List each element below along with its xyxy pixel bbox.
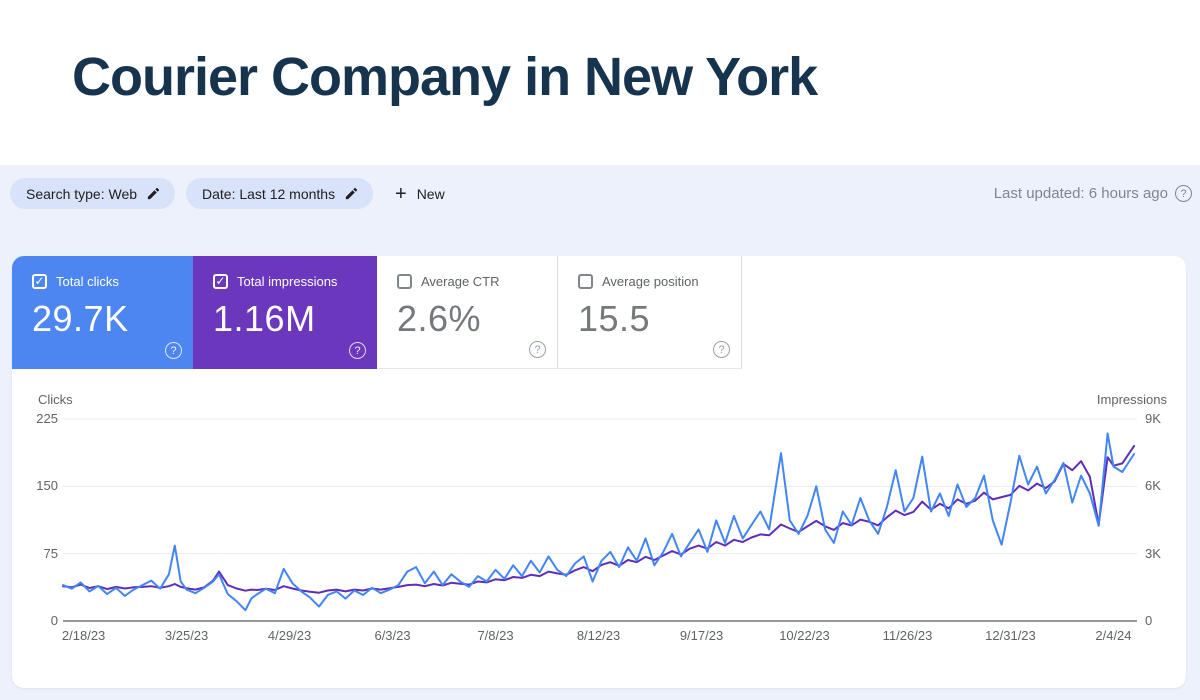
left-axis-tick: 150 <box>36 478 58 494</box>
last-updated-text: Last updated: 6 hours ago <box>993 185 1168 202</box>
edit-pencil-icon[interactable] <box>344 186 359 201</box>
right-axis-tick: 9K <box>1145 411 1161 426</box>
metric-label: Total impressions <box>237 274 338 289</box>
date-filter-chip[interactable]: Date: Last 12 months <box>186 178 374 209</box>
right-axis-tick: 3K <box>1145 545 1161 561</box>
right-axis-tick: 0 <box>1145 613 1153 628</box>
left-axis-tick: 75 <box>43 545 58 561</box>
x-axis-tick: 4/29/23 <box>267 628 312 643</box>
metric-help-icon[interactable]: ? <box>529 341 546 358</box>
metric-label: Average CTR <box>421 274 500 289</box>
last-updated-status: Last updated: 6 hours ago ? <box>994 178 1192 209</box>
page-header: Courier Company in New York <box>0 0 1200 165</box>
x-axis-tick: 9/17/23 <box>679 628 724 643</box>
metric-help-icon[interactable]: ? <box>349 342 366 359</box>
metric-value: 2.6% <box>397 298 482 339</box>
left-axis-tick: 0 <box>50 613 58 628</box>
help-question-icon[interactable]: ? <box>1175 185 1192 202</box>
new-filter-label: New <box>416 185 445 202</box>
metric-value: 29.7K <box>32 298 129 339</box>
unchecked-checkbox-icon[interactable] <box>397 274 412 289</box>
checked-checkbox-icon[interactable]: ✓ <box>213 274 228 289</box>
metric-value: 15.5 <box>578 298 651 339</box>
new-filter-button[interactable]: + New <box>395 178 445 209</box>
metric-help-icon[interactable]: ? <box>165 342 182 359</box>
search-type-filter-chip[interactable]: Search type: Web <box>10 178 176 209</box>
metric-label: Total clicks <box>56 274 119 289</box>
clicks-line-series <box>62 432 1136 612</box>
checked-checkbox-icon[interactable]: ✓ <box>32 274 47 289</box>
x-axis-tick: 2/4/24 <box>1095 628 1132 643</box>
performance-card: ✓ Total clicks 29.7K ? ✓ Total impressio… <box>12 256 1186 688</box>
average-ctr-tile[interactable]: Average CTR 2.6% ? <box>377 256 558 369</box>
plus-icon: + <box>395 182 407 205</box>
x-axis-tick: 10/22/23 <box>779 628 830 643</box>
metric-label: Average position <box>602 274 699 289</box>
right-axis-title: Impressions <box>1096 392 1167 407</box>
total-clicks-tile[interactable]: ✓ Total clicks 29.7K ? <box>12 256 193 369</box>
metric-value: 1.16M <box>213 298 316 339</box>
total-impressions-tile[interactable]: ✓ Total impressions 1.16M ? <box>193 256 377 369</box>
edit-pencil-icon[interactable] <box>146 186 161 201</box>
metric-tiles: ✓ Total clicks 29.7K ? ✓ Total impressio… <box>12 256 742 369</box>
x-axis-tick: 8/12/23 <box>576 628 621 643</box>
left-axis-title: Clicks <box>38 392 73 407</box>
x-axis-tick: 3/25/23 <box>164 628 209 643</box>
metric-help-icon[interactable]: ? <box>713 341 730 358</box>
left-axis-tick: 225 <box>36 411 58 426</box>
search-type-filter-label: Search type: Web <box>26 185 138 202</box>
impressions-line-series <box>62 444 1136 594</box>
x-axis-tick: 11/26/23 <box>882 628 933 643</box>
unchecked-checkbox-icon[interactable] <box>578 274 593 289</box>
right-axis-tick: 6K <box>1145 478 1161 494</box>
average-position-tile[interactable]: Average position 15.5 ? <box>558 256 742 369</box>
x-axis-tick: 2/18/23 <box>61 628 106 643</box>
x-axis-tick: 7/8/23 <box>477 628 514 643</box>
date-filter-label: Date: Last 12 months <box>202 185 336 202</box>
page-title: Courier Company in New York <box>72 47 818 107</box>
x-axis-tick: 12/31/23 <box>985 628 1036 643</box>
x-axis-tick: 6/3/23 <box>374 628 411 643</box>
